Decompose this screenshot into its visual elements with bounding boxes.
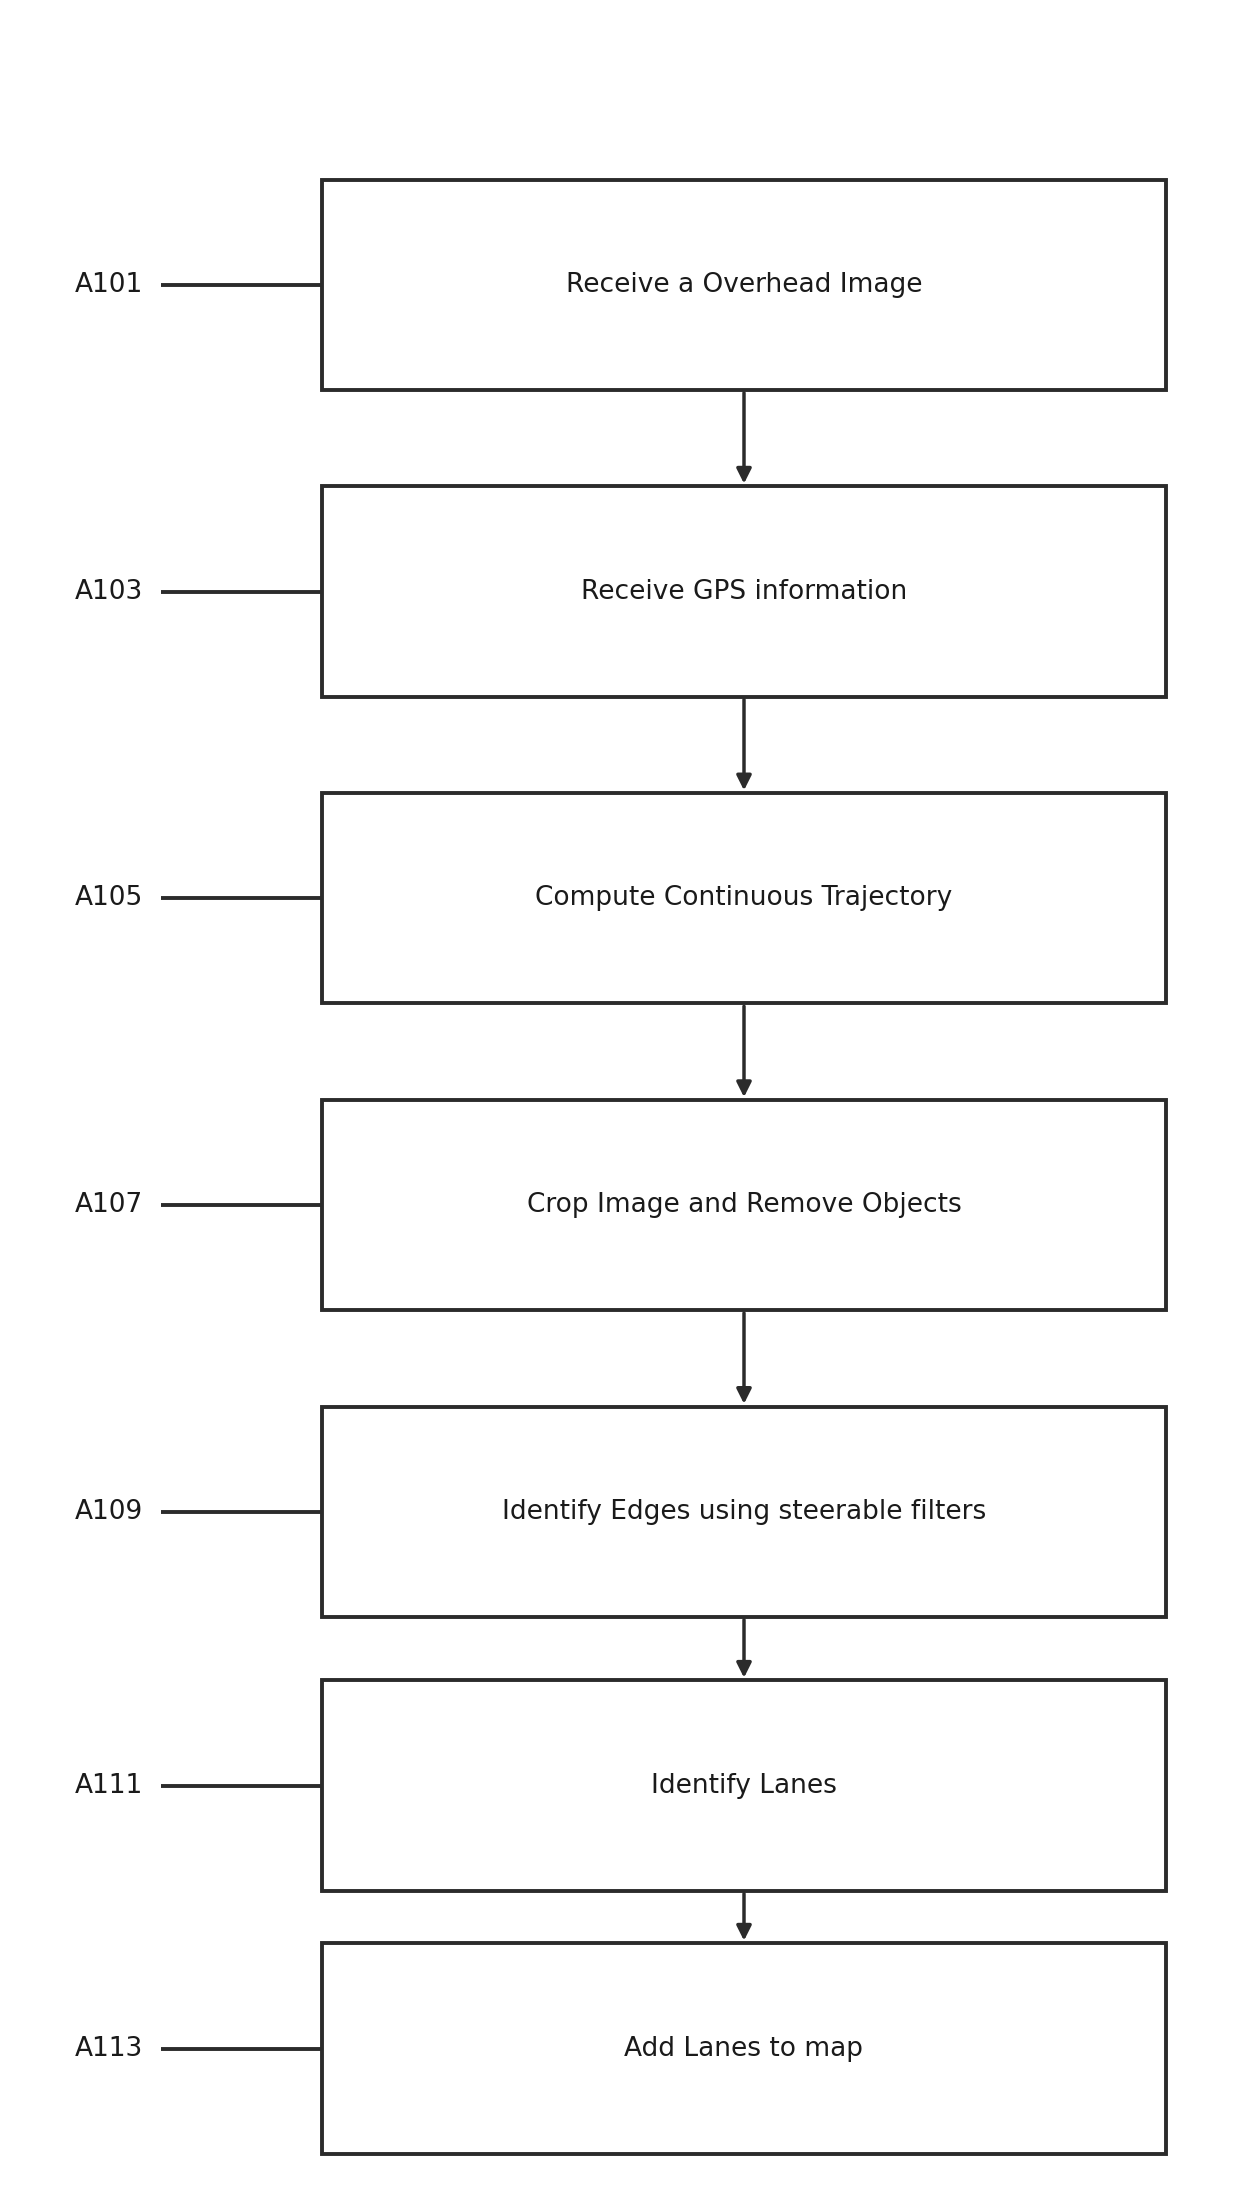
Text: Identify Edges using steerable filters: Identify Edges using steerable filters	[502, 1499, 986, 1525]
Bar	[322, 1680, 1166, 1891]
Bar	[322, 486, 1166, 697]
Bar	[322, 1943, 1166, 2154]
Text: Crop Image and Remove Objects: Crop Image and Remove Objects	[527, 1192, 961, 1218]
Bar	[322, 180, 1166, 390]
Bar	[322, 793, 1166, 1003]
Text: Compute Continuous Trajectory: Compute Continuous Trajectory	[536, 885, 952, 911]
Text: A105: A105	[74, 885, 143, 911]
Text: A113: A113	[74, 2035, 143, 2062]
Text: A101: A101	[74, 272, 143, 298]
Text: A111: A111	[74, 1773, 143, 1799]
Text: A107: A107	[74, 1192, 143, 1218]
Text: A103: A103	[74, 578, 143, 605]
Text: Receive GPS information: Receive GPS information	[580, 578, 908, 605]
Text: Receive a Overhead Image: Receive a Overhead Image	[565, 272, 923, 298]
Text: Add Lanes to map: Add Lanes to map	[625, 2035, 863, 2062]
Text: A109: A109	[74, 1499, 143, 1525]
Bar	[322, 1100, 1166, 1310]
Bar	[322, 1407, 1166, 1617]
Text: Identify Lanes: Identify Lanes	[651, 1773, 837, 1799]
